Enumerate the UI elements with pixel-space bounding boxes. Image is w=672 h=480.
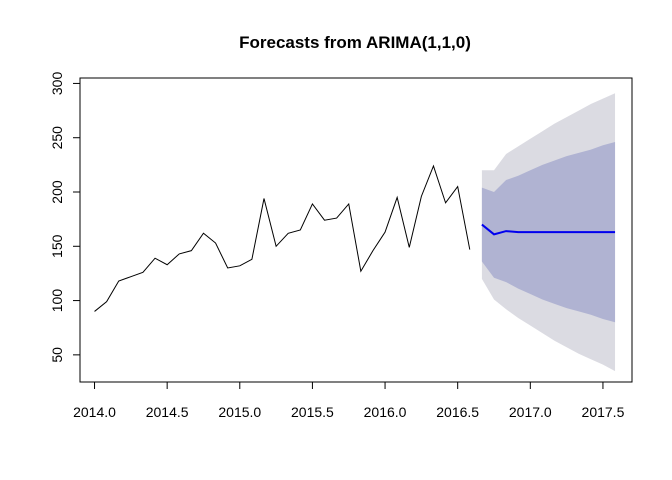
- y-axis: 50 100 150 200 250 300: [49, 72, 81, 363]
- y-tick-label: 100: [49, 289, 65, 313]
- x-tick-label: 2015.0: [218, 404, 261, 420]
- forecast-mean-line: [481, 223, 616, 236]
- y-tick-label: 50: [49, 347, 65, 363]
- x-tick-label: 2016.5: [436, 404, 479, 420]
- observed-line: [94, 164, 471, 312]
- x-tick-label: 2017.0: [509, 404, 552, 420]
- y-tick-label: 200: [49, 180, 65, 204]
- y-tick-label: 300: [49, 72, 65, 96]
- y-tick-label: 150: [49, 234, 65, 258]
- x-tick-label: 2014.5: [146, 404, 189, 420]
- observed-series: [94, 164, 471, 312]
- x-tick-label: 2017.5: [582, 404, 625, 420]
- x-tick-label: 2015.5: [291, 404, 334, 420]
- x-tick-label: 2014.0: [73, 404, 116, 420]
- chart-title: Forecasts from ARIMA(1,1,0): [239, 33, 471, 52]
- x-axis: 2014.0 2014.5 2015.0 2015.5 2016.0 2016.5 2017…: [73, 381, 625, 420]
- x-tick-label: 2016.0: [364, 404, 407, 420]
- y-tick-label: 250: [49, 126, 65, 150]
- forecast-mean-series: [481, 223, 616, 236]
